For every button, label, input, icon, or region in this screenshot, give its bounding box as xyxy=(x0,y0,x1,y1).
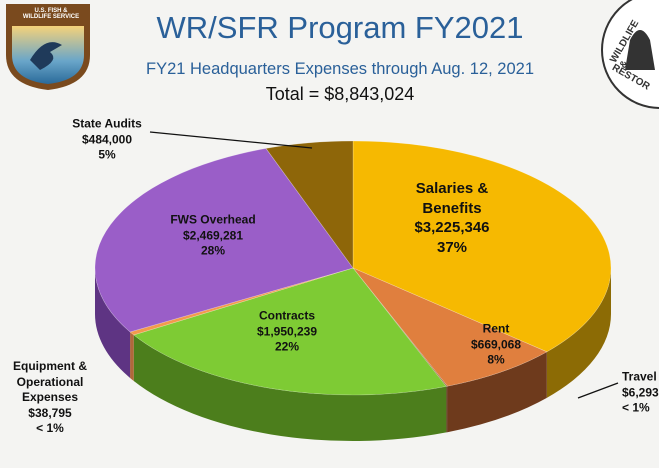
slice xyxy=(129,267,354,336)
value-label: $3,225,346 xyxy=(414,219,490,236)
logo-right xyxy=(601,0,659,109)
percent-label: 22% xyxy=(274,339,300,354)
percent-label: 8% xyxy=(487,352,505,367)
slice-label: FWS Overhead $2,469,281 28% xyxy=(153,213,273,260)
slice-label: Travel $6,293 < 1% xyxy=(622,370,659,417)
logo-left xyxy=(6,4,90,90)
slice-side xyxy=(95,268,131,378)
slice-label: Equipment & Operational Expenses $38,795 <… xyxy=(0,359,100,437)
slice-side xyxy=(446,386,448,433)
value-label: $2,469,281 xyxy=(182,228,244,243)
slice-label: State Audits $484,000 5% xyxy=(57,117,157,164)
value-label: $1,950,239 xyxy=(256,324,318,339)
chart-subtitle: FY21 Headquarters Expenses through Aug. … xyxy=(145,60,535,78)
slice-label: Rent $669,068 8% xyxy=(451,322,541,369)
value-label: $6,293 xyxy=(622,385,659,400)
slice xyxy=(352,140,612,353)
percent-label: 5% xyxy=(98,147,116,162)
slice xyxy=(94,148,354,333)
slice xyxy=(133,267,447,396)
percent-label: < 1% xyxy=(622,400,650,415)
chart-title: WR/SFR Program FY2021 xyxy=(156,10,524,45)
slice-side xyxy=(133,334,447,441)
percent-label: 37% xyxy=(436,238,468,256)
slice-label: Salaries & Benefits $3,225,346 37% xyxy=(407,179,497,257)
slice-side xyxy=(546,268,611,398)
slice-side xyxy=(130,331,134,381)
leader-line xyxy=(149,131,313,149)
leader-line xyxy=(577,382,619,399)
category-label: Rent xyxy=(482,321,510,336)
category-label: Salaries & Benefits xyxy=(415,180,489,217)
category-label: Equipment & Operational Expenses xyxy=(13,359,87,405)
total-label: Total = $8,843,024 xyxy=(265,84,415,104)
slice xyxy=(352,267,448,387)
slice xyxy=(265,140,354,269)
percent-label: 28% xyxy=(200,243,226,258)
value-label: $484,000 xyxy=(81,132,133,147)
category-label: FWS Overhead xyxy=(170,212,256,227)
category-label: State Audits xyxy=(72,116,142,131)
slice-side xyxy=(447,351,547,433)
category-label: Travel xyxy=(622,369,657,384)
value-label: $38,795 xyxy=(28,405,72,420)
value-label: $669,068 xyxy=(470,337,522,352)
logo-left-text: U.S. FISH & WILDLIFE SERVICE xyxy=(22,8,80,20)
category-label: Contracts xyxy=(258,308,315,323)
slice xyxy=(352,267,548,387)
percent-label: < 1% xyxy=(36,421,64,436)
slice-label: Contracts $1,950,239 22% xyxy=(232,309,342,356)
